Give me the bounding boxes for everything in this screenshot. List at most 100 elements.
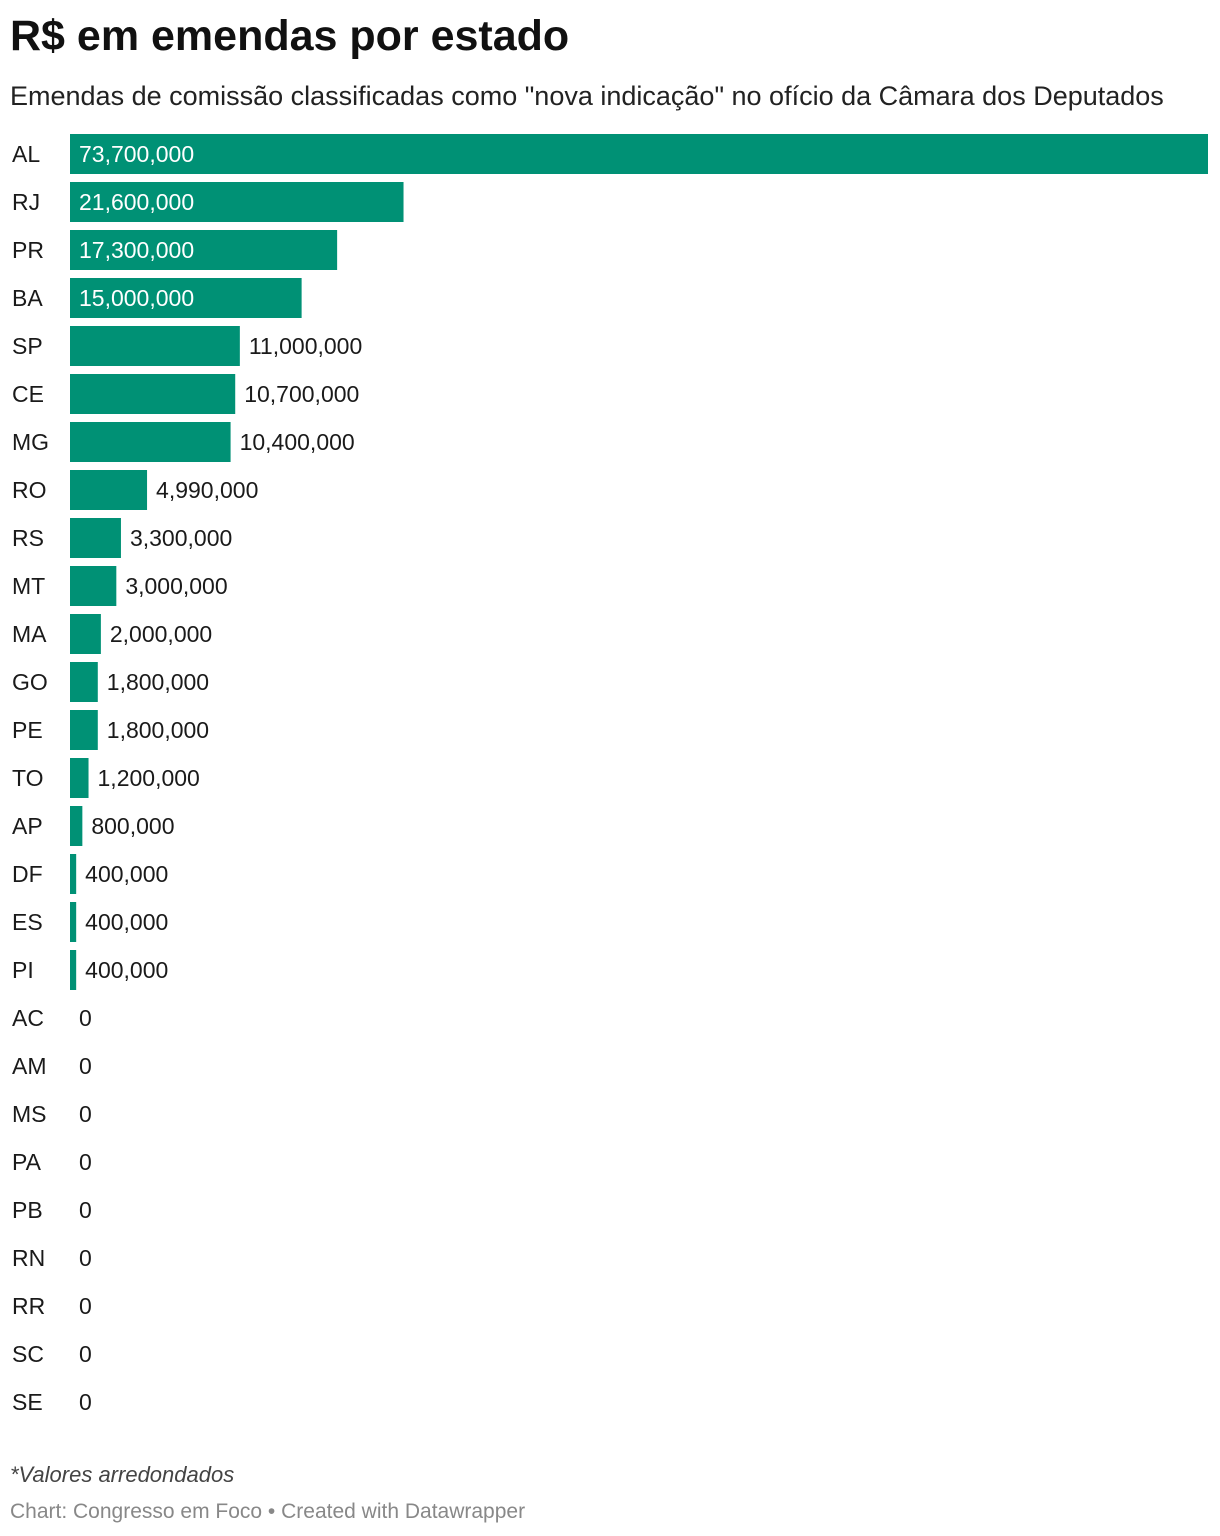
bar[interactable] [70, 566, 117, 606]
bar[interactable] [70, 710, 98, 750]
category-label: TO [12, 765, 44, 791]
category-label: SE [12, 1389, 43, 1415]
value-label: 1,200,000 [98, 765, 200, 791]
category-label: RR [12, 1293, 45, 1319]
bar-row-rj: RJ 21,600,000 [12, 182, 404, 222]
bar-chart: AL 73,700,000 RJ 21,600,000 PR 17,300,000 BA 15… [12, 134, 1208, 1415]
bar[interactable] [70, 374, 236, 414]
value-label: 0 [79, 1245, 92, 1271]
category-label: AL [12, 141, 40, 167]
bar-row-pb: PB 0 [12, 1197, 92, 1223]
value-label: 10,700,000 [244, 381, 359, 407]
category-label: PR [12, 237, 44, 263]
chart-note: *Valores arredondados [10, 1462, 235, 1487]
value-label: 11,000,000 [249, 333, 362, 359]
value-label: 0 [79, 1005, 92, 1031]
value-label: 800,000 [91, 813, 174, 839]
category-label: PI [12, 957, 34, 983]
category-label: BA [12, 285, 43, 311]
bar-row-ba: BA 15,000,000 [12, 278, 302, 318]
category-label: SC [12, 1341, 44, 1367]
category-label: SP [12, 333, 43, 359]
category-label: ES [12, 909, 43, 935]
category-label: MA [12, 621, 47, 647]
category-label: RN [12, 1245, 45, 1271]
bar[interactable] [70, 758, 89, 798]
bar-row-sp: SP 11,000,000 [12, 326, 362, 366]
value-label: 3,000,000 [125, 573, 227, 599]
value-label: 4,990,000 [156, 477, 258, 503]
value-label: 0 [79, 1053, 92, 1079]
value-label: 15,000,000 [79, 285, 194, 311]
category-label: DF [12, 861, 43, 887]
bar-row-rs: RS 3,300,000 [12, 518, 232, 558]
bar-row-am: AM 0 [12, 1053, 92, 1079]
bar[interactable] [70, 902, 77, 942]
bar[interactable] [70, 326, 240, 366]
value-label: 400,000 [85, 909, 168, 935]
category-label: GO [12, 669, 48, 695]
bar-row-ap: AP 800,000 [12, 806, 174, 846]
value-label: 1,800,000 [107, 717, 209, 743]
category-label: PA [12, 1149, 42, 1175]
bar-row-rr: RR 0 [12, 1293, 92, 1319]
value-label: 0 [79, 1341, 92, 1367]
chart-title: R$ em emendas por estado [10, 12, 570, 60]
value-label: 0 [79, 1149, 92, 1175]
bar-row-es: ES 400,000 [12, 902, 168, 942]
bar-row-pa: PA 0 [12, 1149, 92, 1175]
category-label: AC [12, 1005, 44, 1031]
bar[interactable] [70, 806, 83, 846]
bar-row-to: TO 1,200,000 [12, 758, 200, 798]
value-label: 3,300,000 [130, 525, 232, 551]
bar-row-go: GO 1,800,000 [12, 662, 209, 702]
bar[interactable] [70, 470, 148, 510]
value-label: 10,400,000 [240, 429, 355, 455]
bar-row-pe: PE 1,800,000 [12, 710, 209, 750]
bar-row-pi: PI 400,000 [12, 950, 168, 990]
bar-row-rn: RN 0 [12, 1245, 92, 1271]
bar-row-ce: CE 10,700,000 [12, 374, 359, 414]
value-label: 1,800,000 [107, 669, 209, 695]
bar-row-ms: MS 0 [12, 1101, 92, 1127]
category-label: RO [12, 477, 47, 503]
value-label: 0 [79, 1389, 92, 1415]
category-label: RJ [12, 189, 40, 215]
bar[interactable] [70, 614, 101, 654]
category-label: AP [12, 813, 43, 839]
category-label: RS [12, 525, 44, 551]
category-label: MT [12, 573, 45, 599]
category-label: CE [12, 381, 44, 407]
bar[interactable] [70, 230, 338, 270]
bar[interactable] [70, 854, 77, 894]
category-label: PB [12, 1197, 43, 1223]
bar-row-pr: PR 17,300,000 [12, 230, 338, 270]
bar[interactable] [70, 182, 404, 222]
category-label: AM [12, 1053, 47, 1079]
bar-row-ac: AC 0 [12, 1005, 92, 1031]
bar-row-se: SE 0 [12, 1389, 92, 1415]
bar-row-al: AL 73,700,000 [12, 134, 1208, 174]
bar-row-ma: MA 2,000,000 [12, 614, 212, 654]
bar-row-ro: RO 4,990,000 [12, 470, 258, 510]
bar[interactable] [70, 662, 98, 702]
bar-row-mt: MT 3,000,000 [12, 566, 228, 606]
chart-subtitle: Emendas de comissão classificadas como "… [10, 81, 1164, 111]
bar-row-mg: MG 10,400,000 [12, 422, 355, 462]
bar-row-df: DF 400,000 [12, 854, 168, 894]
value-label: 73,700,000 [79, 141, 194, 167]
bar[interactable] [70, 278, 302, 318]
category-label: PE [12, 717, 43, 743]
bar-row-sc: SC 0 [12, 1341, 92, 1367]
value-label: 0 [79, 1293, 92, 1319]
chart-credit[interactable]: Chart: Congresso em Foco • Created with … [10, 1500, 526, 1523]
bar[interactable] [70, 134, 1208, 174]
bar[interactable] [70, 950, 77, 990]
bar[interactable] [70, 518, 121, 558]
category-label: MS [12, 1101, 47, 1127]
value-label: 21,600,000 [79, 189, 194, 215]
value-label: 400,000 [85, 861, 168, 887]
value-label: 0 [79, 1197, 92, 1223]
bar[interactable] [70, 422, 231, 462]
value-label: 17,300,000 [79, 237, 194, 263]
